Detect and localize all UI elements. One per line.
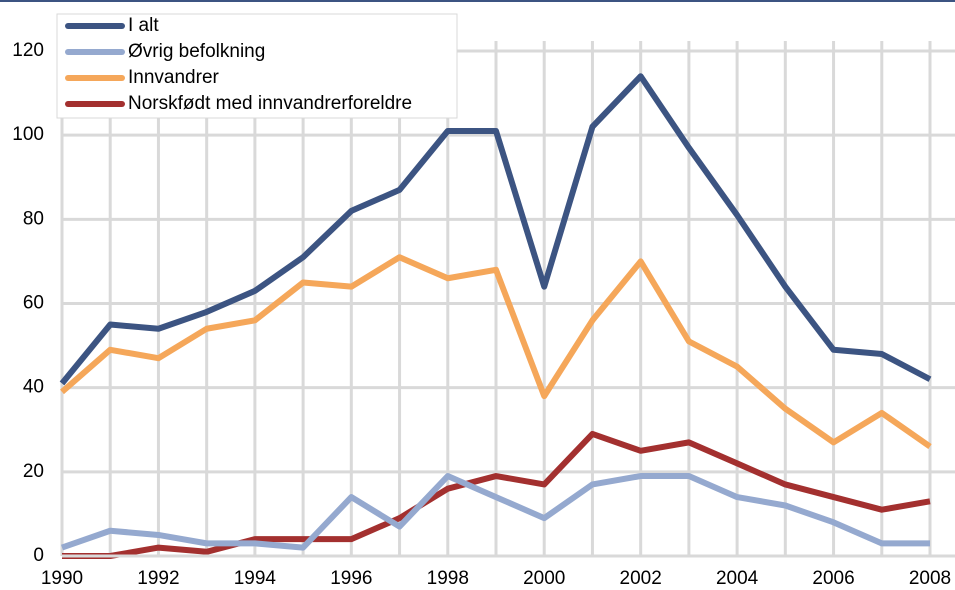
y-tick-label: 120 (12, 40, 44, 61)
y-tick-label: 60 (23, 293, 44, 314)
legend-label: Øvrig befolkning (128, 41, 265, 62)
legend-label: I alt (128, 15, 159, 36)
x-tick-label: 2006 (812, 568, 854, 589)
legend-label: Innvandrer (128, 67, 220, 88)
legend-label: Norskfødt med innvandrerforeldre (128, 93, 412, 114)
x-tick-label: 1992 (137, 568, 179, 589)
y-tick-label: 20 (23, 461, 44, 482)
series-line (62, 430, 931, 559)
series-line (60, 254, 932, 450)
x-tick-label: 1990 (41, 568, 83, 589)
x-tick-label: 1994 (234, 568, 277, 589)
x-tick-label: 2008 (909, 568, 951, 589)
y-tick-label: 40 (23, 377, 44, 398)
series-line (61, 473, 930, 551)
x-tick-label: 1998 (427, 568, 469, 589)
y-tick-label: 0 (33, 545, 44, 566)
series-line (59, 73, 932, 386)
x-tick-label: 1996 (330, 568, 372, 589)
legend: I alt Øvrig befolkning Innvandrer Norskfødt… (56, 13, 458, 119)
x-tick-label: 2000 (523, 568, 565, 589)
x-tick-label: 2004 (716, 568, 759, 589)
y-tick-label: 100 (12, 124, 44, 145)
y-tick-label: 80 (23, 208, 44, 229)
legend-box (56, 13, 458, 119)
x-tick-label: 2002 (620, 568, 662, 589)
